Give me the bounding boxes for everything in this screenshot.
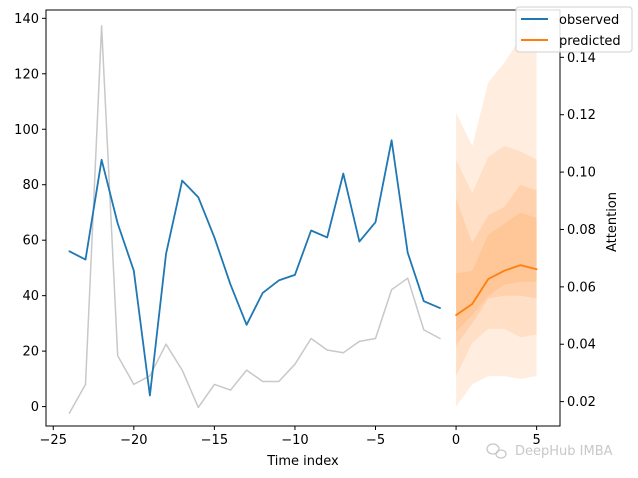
prediction-band-2 <box>456 184 537 346</box>
series-line-observed <box>68 139 441 397</box>
axis-ticks: −25 −20 −15 −10 −5 0 5 0 20 40 60 80 100 120 140 0.02 0.… <box>14 12 596 448</box>
series-line-predicted <box>455 264 538 317</box>
watermark-text: DeepHub IMBA <box>515 444 613 459</box>
series-lines <box>68 25 538 414</box>
y2-tick-label: 0.06 <box>567 280 596 295</box>
y2-tick-label: 0.08 <box>567 223 596 238</box>
x-tick-label: −5 <box>366 433 385 448</box>
legend: observed predicted <box>515 6 633 53</box>
y-tick-label: 20 <box>22 345 39 360</box>
x-axis-label: Time index <box>266 454 339 469</box>
prediction-band-0 <box>456 15 537 407</box>
y2-tick-label: 0.12 <box>567 108 596 123</box>
y-tick-label: 80 <box>22 178 39 193</box>
y2-tick-label: 0.04 <box>567 338 596 353</box>
x-tick-label: 5 <box>532 433 540 448</box>
watermark: DeepHub IMBA <box>486 443 613 459</box>
wechat-icon <box>486 443 507 459</box>
legend-label-observed: observed <box>559 13 619 28</box>
prediction-band-3 <box>456 212 537 332</box>
plot-frame <box>45 9 561 427</box>
y-tick-label: 120 <box>14 67 39 82</box>
y2-tick-label: 0.14 <box>567 51 596 66</box>
y-tick-label: 0 <box>31 400 39 415</box>
series-line-attention <box>68 25 441 414</box>
y2-tick-label: 0.02 <box>567 395 596 410</box>
x-tick-label: −20 <box>120 433 147 448</box>
x-tick-label: 0 <box>452 433 460 448</box>
prediction-band-1 <box>456 145 537 377</box>
prediction-bands <box>456 15 537 407</box>
y2-tick-label: 0.10 <box>567 166 596 181</box>
y-tick-label: 140 <box>14 12 39 27</box>
x-tick-label: −15 <box>201 433 228 448</box>
x-tick-label: −25 <box>40 433 67 448</box>
y-tick-label: 100 <box>14 123 39 138</box>
y2-axis-label: Attention <box>605 192 620 252</box>
y-tick-label: 40 <box>22 289 39 304</box>
x-tick-label: −10 <box>281 433 308 448</box>
legend-label-predicted: predicted <box>559 34 621 49</box>
y-tick-label: 60 <box>22 234 39 249</box>
